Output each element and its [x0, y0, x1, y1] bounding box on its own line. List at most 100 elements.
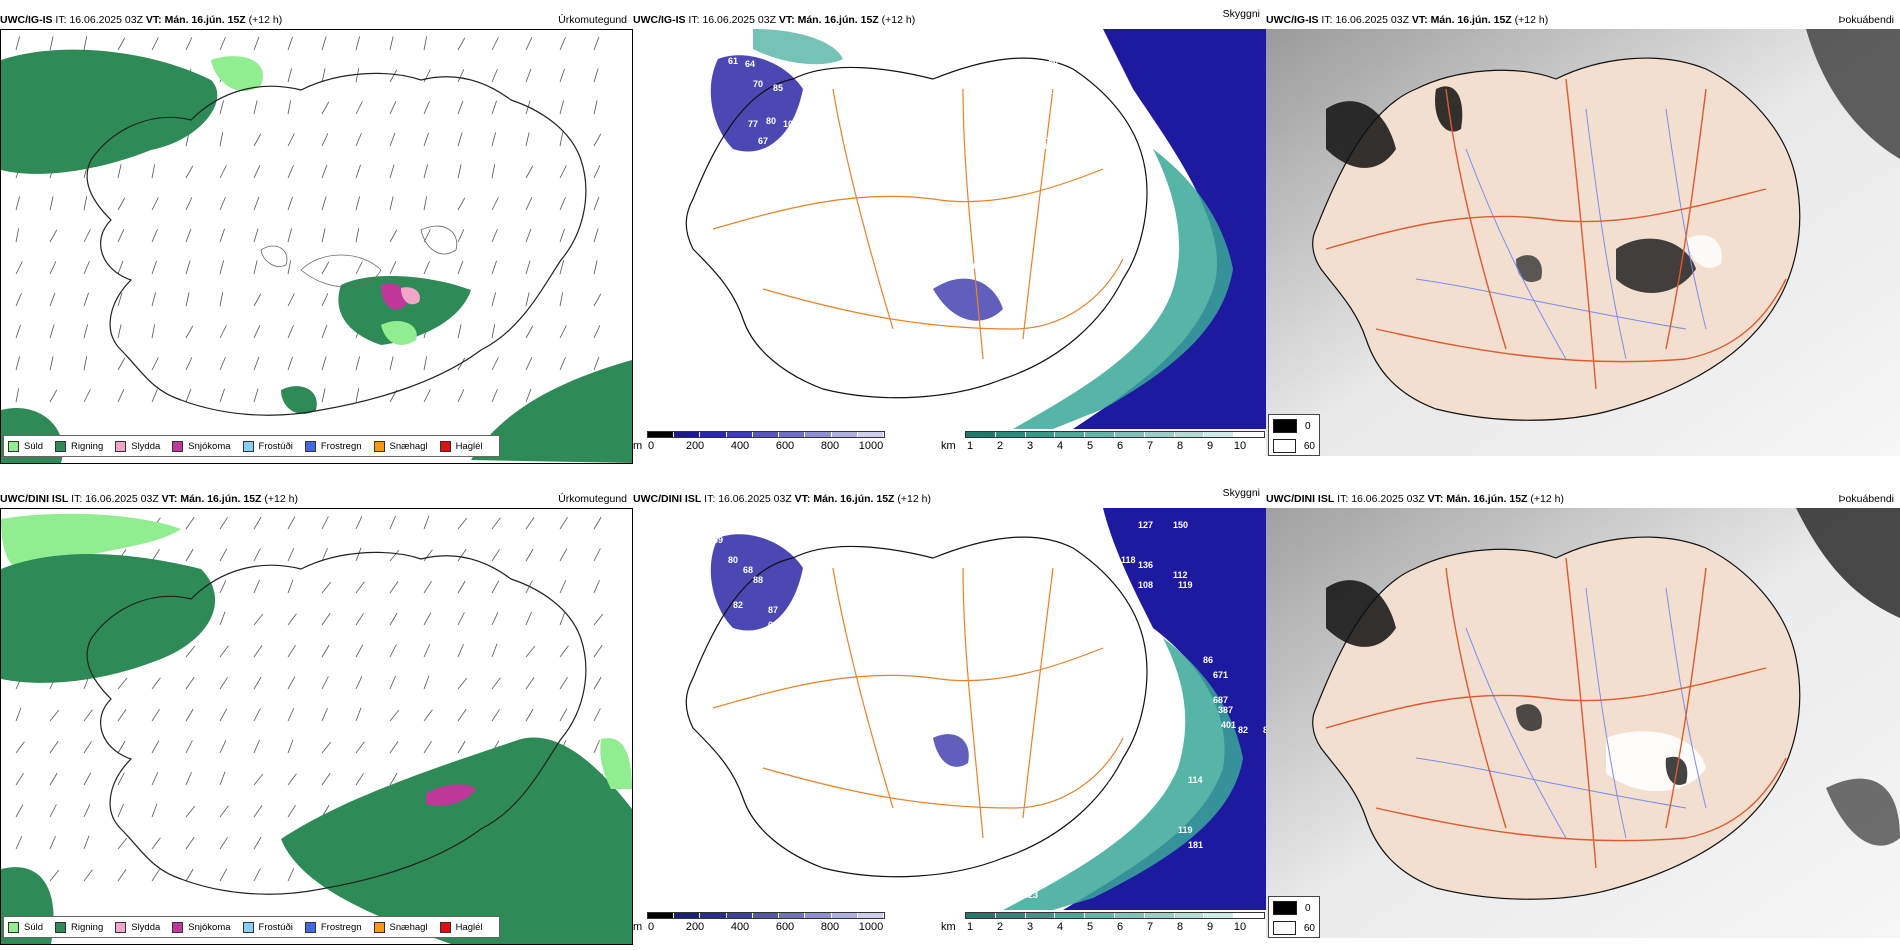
visibility-map[interactable]: 61 64 70 85 103 80 77 67 70 125 135 104 129 122 106 163… — [633, 29, 1266, 464]
scale-tick: 7 — [1146, 440, 1154, 452]
wind-barb — [321, 196, 327, 211]
wind-barb — [559, 517, 568, 530]
wind-barb — [219, 36, 226, 51]
wind-barb — [253, 293, 262, 307]
wind-barb — [559, 260, 564, 275]
wind-barb — [491, 549, 500, 562]
wind-barb — [185, 260, 191, 275]
wind-barb — [593, 228, 599, 243]
wind-barb — [423, 612, 432, 626]
legend-swatch — [1273, 901, 1297, 915]
wind-barb — [219, 517, 228, 530]
drizzle-area — [600, 738, 632, 789]
wind-barb — [219, 100, 224, 115]
wind-barb — [457, 549, 467, 562]
visibility-value-label: 122 — [1043, 141, 1058, 151]
model-name: UWC/DINI ISL — [0, 493, 69, 505]
wind-barb — [321, 676, 329, 690]
wind-barb — [15, 228, 20, 243]
wind-barb — [423, 164, 428, 179]
wind-barb — [151, 197, 159, 211]
visibility-value-label: 85 — [773, 83, 783, 93]
wind-barb — [117, 164, 122, 179]
wind-barb — [49, 389, 58, 403]
scale-tick: 8 — [1176, 440, 1184, 452]
visibility-value-label: 138 — [993, 351, 1008, 361]
wind-barb — [423, 549, 433, 562]
visibility-value-label: 119 — [1178, 825, 1193, 835]
sea-mid-visibility — [1013, 149, 1233, 429]
wind-barb — [423, 389, 431, 403]
wind-barb — [287, 356, 293, 371]
wind-barb — [559, 580, 567, 594]
wind-barb — [253, 613, 264, 626]
it-label: IT: — [688, 14, 700, 26]
dark-fog-sea — [1796, 508, 1900, 618]
wind-barb — [321, 36, 327, 51]
wind-barb — [253, 548, 261, 562]
drizzle-area — [211, 56, 263, 91]
scale-tick: 4 — [1056, 440, 1064, 452]
wind-barb — [525, 708, 534, 722]
wind-barb — [457, 740, 466, 754]
wind-barb — [219, 837, 228, 850]
fog-index-map[interactable]: 0 60 — [1266, 29, 1900, 464]
visibility-map[interactable]: 59 80 68 88 82 87 60 75 58 127 150 136 118 108 112 119 8… — [633, 508, 1266, 945]
wind-barb — [525, 197, 533, 211]
rain-swatch — [55, 440, 67, 452]
visibility-value-label: 119 — [1178, 580, 1193, 590]
iceland-outline — [685, 57, 1148, 399]
wind-barb — [83, 196, 88, 211]
rivers — [1415, 587, 1707, 839]
visibility-value-label: 687 — [1213, 695, 1228, 705]
visibility-value-label: 108 — [1138, 580, 1153, 590]
wind-barb — [287, 324, 294, 339]
legend-item: Frostúði — [242, 440, 293, 452]
wind-barb — [559, 708, 568, 722]
wind-barb — [219, 260, 224, 275]
wind-barb — [457, 229, 465, 243]
precip-map[interactable]: Súld Rigning Slydda Snjókoma Frostúði Fr… — [0, 508, 633, 945]
wind-barb — [185, 357, 193, 371]
wind-barb — [151, 837, 161, 850]
wind-barb — [219, 388, 225, 403]
visibility-value-label: 387 — [1218, 705, 1233, 715]
visibility-value-label: 121 — [1063, 266, 1078, 276]
wind-barb — [593, 548, 601, 562]
wind-barb — [559, 132, 564, 147]
precip-map[interactable]: Súld Rigning Slydda Snjókoma Frostúði Fr… — [0, 29, 633, 464]
wind-barb — [525, 260, 531, 275]
wind-barb — [423, 260, 430, 275]
wind-barb — [151, 260, 157, 275]
visibility-value-label: 163 — [1068, 46, 1083, 56]
wind-barb — [151, 803, 158, 818]
fog-index-legend: 0 60 — [1268, 896, 1320, 938]
sea-mid-visibility — [1003, 638, 1243, 910]
vt-label: VT: — [1427, 493, 1444, 505]
wind-barb — [593, 676, 602, 690]
wind-barb — [151, 772, 159, 786]
legend-label: Frostúði — [258, 921, 293, 933]
rain-area — [1, 49, 218, 174]
scale-tick: 5 — [1086, 440, 1094, 452]
wind-barb — [457, 100, 464, 115]
wind-barb — [15, 836, 23, 850]
wind-barb — [49, 835, 56, 850]
wind-barb — [355, 613, 364, 626]
wind-barb — [219, 645, 229, 658]
legend-label: Rigning — [71, 440, 104, 452]
wind-barb — [559, 228, 565, 243]
vt-value: Mán. 16.jún. 15Z — [1446, 493, 1528, 505]
wind-barb — [151, 677, 161, 690]
fog-index-map[interactable]: 0 60 — [1266, 508, 1900, 945]
wind-barb — [253, 708, 261, 722]
legend-label: Haglél — [455, 921, 483, 933]
legend-label: Súld — [24, 921, 44, 933]
wind-barb — [287, 773, 297, 786]
wind-barb — [253, 133, 262, 147]
wind-barb — [457, 37, 466, 51]
wind-barb — [287, 645, 296, 658]
panel-header: UWC/DINI ISL IT: 16.06.2025 03Z VT: Mán.… — [633, 487, 1266, 508]
wind-barb — [389, 549, 400, 562]
wind-barb — [457, 517, 468, 530]
